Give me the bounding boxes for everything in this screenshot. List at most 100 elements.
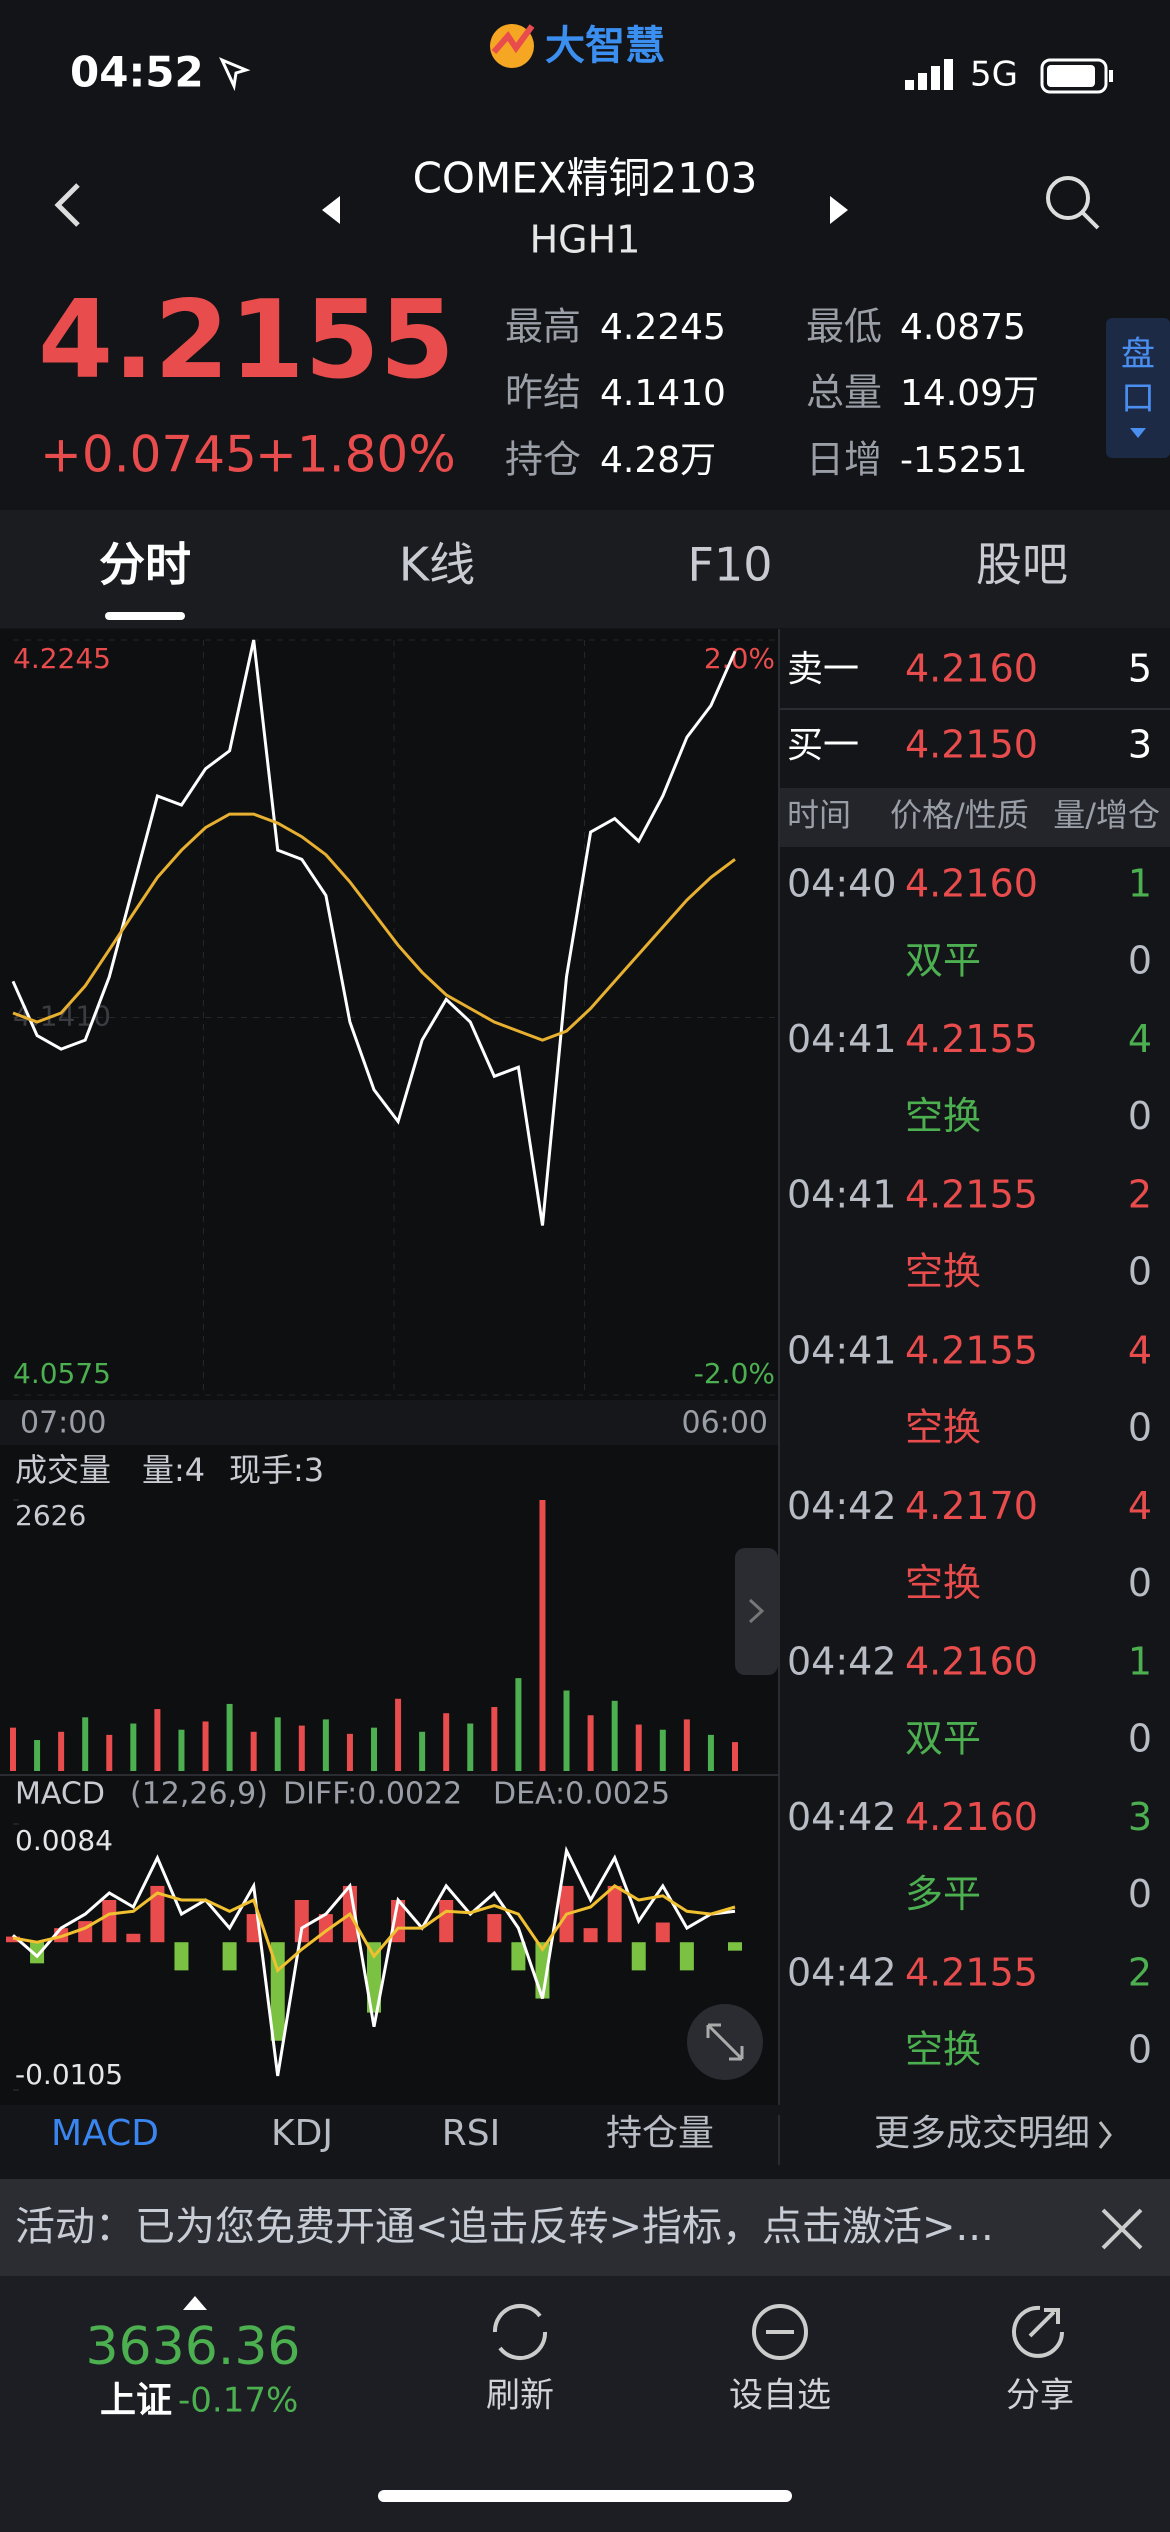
trade-type: 空换 [905, 1561, 981, 1605]
trades-column: 价格/性质 [890, 796, 1029, 834]
search-button[interactable] [1046, 176, 1100, 230]
expand-button[interactable] [687, 2004, 763, 2080]
trade-qty: 1 [1128, 862, 1152, 906]
volume-bar [659, 1729, 666, 1771]
stat-value: 4.1410 [600, 373, 726, 414]
tab[interactable]: 股吧 [976, 538, 1068, 592]
stat-value: 4.28万 [600, 440, 716, 481]
banner-bg[interactable] [0, 2179, 1170, 2276]
tab[interactable]: K线 [399, 538, 475, 592]
trade-qty: 4 [1128, 1328, 1152, 1372]
time-bar [0, 1400, 778, 1445]
volume-annotation: 现手:3 [229, 1451, 324, 1489]
macd-histogram [439, 1900, 454, 1943]
indicator-tab[interactable]: RSI [442, 2113, 500, 2154]
trade-price: 4.2170 [905, 1484, 1038, 1528]
volume-bar [732, 1742, 738, 1771]
trade-time: 04:41 [787, 1328, 897, 1372]
side-tab-bg[interactable] [1106, 318, 1170, 458]
volume-bar [250, 1731, 257, 1771]
indicator-tab[interactable]: KDJ [271, 2113, 333, 2154]
y-tick-label: 0.0084 [15, 1824, 113, 1857]
footer-button[interactable]: 分享 [1006, 2376, 1074, 2416]
index-name: 上证 [100, 2380, 172, 2421]
side-tab-label[interactable]: 盘 [1121, 335, 1155, 375]
pct-label: -2.0% [694, 1357, 775, 1390]
tab[interactable]: F10 [688, 538, 773, 592]
more-chevron [1098, 2121, 1112, 2149]
collapse-handle[interactable] [735, 1548, 778, 1675]
trade-time: 04:42 [787, 1951, 897, 1995]
trade-price: 4.2155 [905, 1017, 1038, 1061]
footer-bg [0, 2276, 1170, 2532]
book-price: 4.2160 [905, 647, 1038, 691]
last-price: 4.2155 [38, 278, 455, 403]
series-line [11, 639, 737, 1226]
pct-label: 2.0% [704, 642, 775, 675]
macd-histogram [126, 1933, 141, 1943]
back-button[interactable] [54, 183, 80, 227]
macd-histogram [607, 1885, 622, 1943]
macd-histogram [511, 1942, 526, 1971]
trade-oi: 0 [1128, 1561, 1152, 1605]
signal-icon [905, 59, 953, 90]
volume-bar [587, 1715, 594, 1771]
volume-bar [635, 1724, 642, 1771]
trade-type: 空换 [905, 1250, 981, 1294]
trade-oi: 0 [1128, 2028, 1152, 2072]
stat-value: -15251 [900, 440, 1028, 481]
index-arrow [183, 2296, 207, 2310]
location-icon [219, 57, 251, 92]
trade-price: 4.2160 [905, 862, 1038, 906]
trade-qty: 2 [1128, 1951, 1152, 1995]
trade-oi: 0 [1128, 1405, 1152, 1449]
macd-annotation: DIFF:0.0022 [283, 1777, 462, 1812]
stat-value: 4.2245 [600, 307, 726, 348]
next-contract[interactable] [830, 196, 848, 224]
time-label: 07:00 [20, 1406, 106, 1441]
trade-type: 双平 [905, 1717, 981, 1761]
more-trades[interactable]: 更多成交明细 [874, 2113, 1090, 2154]
trade-time: 04:41 [787, 1173, 897, 1217]
trade-price: 4.2155 [905, 1951, 1038, 1995]
volume-bar [346, 1733, 353, 1771]
volume-bar [491, 1707, 498, 1771]
trade-qty: 2 [1128, 1173, 1152, 1217]
y-tick-label: 4.2245 [13, 642, 111, 675]
volume-bar [443, 1713, 450, 1771]
tab[interactable]: 分时 [99, 538, 191, 592]
trade-type: 空换 [905, 1405, 981, 1449]
trade-qty: 3 [1128, 1795, 1152, 1839]
volume-bar [130, 1723, 137, 1771]
price-change: +0.0745 [40, 426, 257, 484]
trade-price: 4.2155 [905, 1328, 1038, 1372]
prev-contract[interactable] [322, 196, 340, 224]
indicator-tab[interactable]: 持仓量 [606, 2113, 714, 2154]
banner-close[interactable] [1101, 2208, 1143, 2250]
volume-bar [563, 1690, 570, 1771]
trade-qty: 4 [1128, 1017, 1152, 1061]
trade-oi: 0 [1128, 1250, 1152, 1294]
index-change: -0.17% [178, 2381, 298, 2421]
trades-column: 时间 [787, 796, 851, 834]
series-line [12, 812, 736, 1042]
volume-bar [539, 1500, 546, 1771]
footer-button[interactable]: 刷新 [486, 2376, 554, 2416]
y-tick-label: 4.0575 [13, 1357, 111, 1390]
logo-icon [490, 24, 535, 68]
trade-time: 04:42 [787, 1795, 897, 1839]
volume-bar [395, 1698, 402, 1771]
trade-oi: 0 [1128, 1872, 1152, 1916]
volume-bar [419, 1731, 426, 1771]
volume-bar [106, 1734, 113, 1771]
trades-column: 量/增仓 [1053, 796, 1160, 834]
footer-button[interactable]: 设自选 [729, 2376, 831, 2416]
macd-params: (12,26,9) [130, 1777, 268, 1812]
book-price: 4.2150 [905, 723, 1038, 767]
contract-title: COMEX精铜2103 [413, 154, 758, 203]
side-tab-label[interactable]: 口 [1121, 379, 1155, 419]
tab-underline [105, 612, 185, 620]
indicator-tab[interactable]: MACD [51, 2113, 159, 2154]
trades-bg [780, 629, 1170, 2105]
